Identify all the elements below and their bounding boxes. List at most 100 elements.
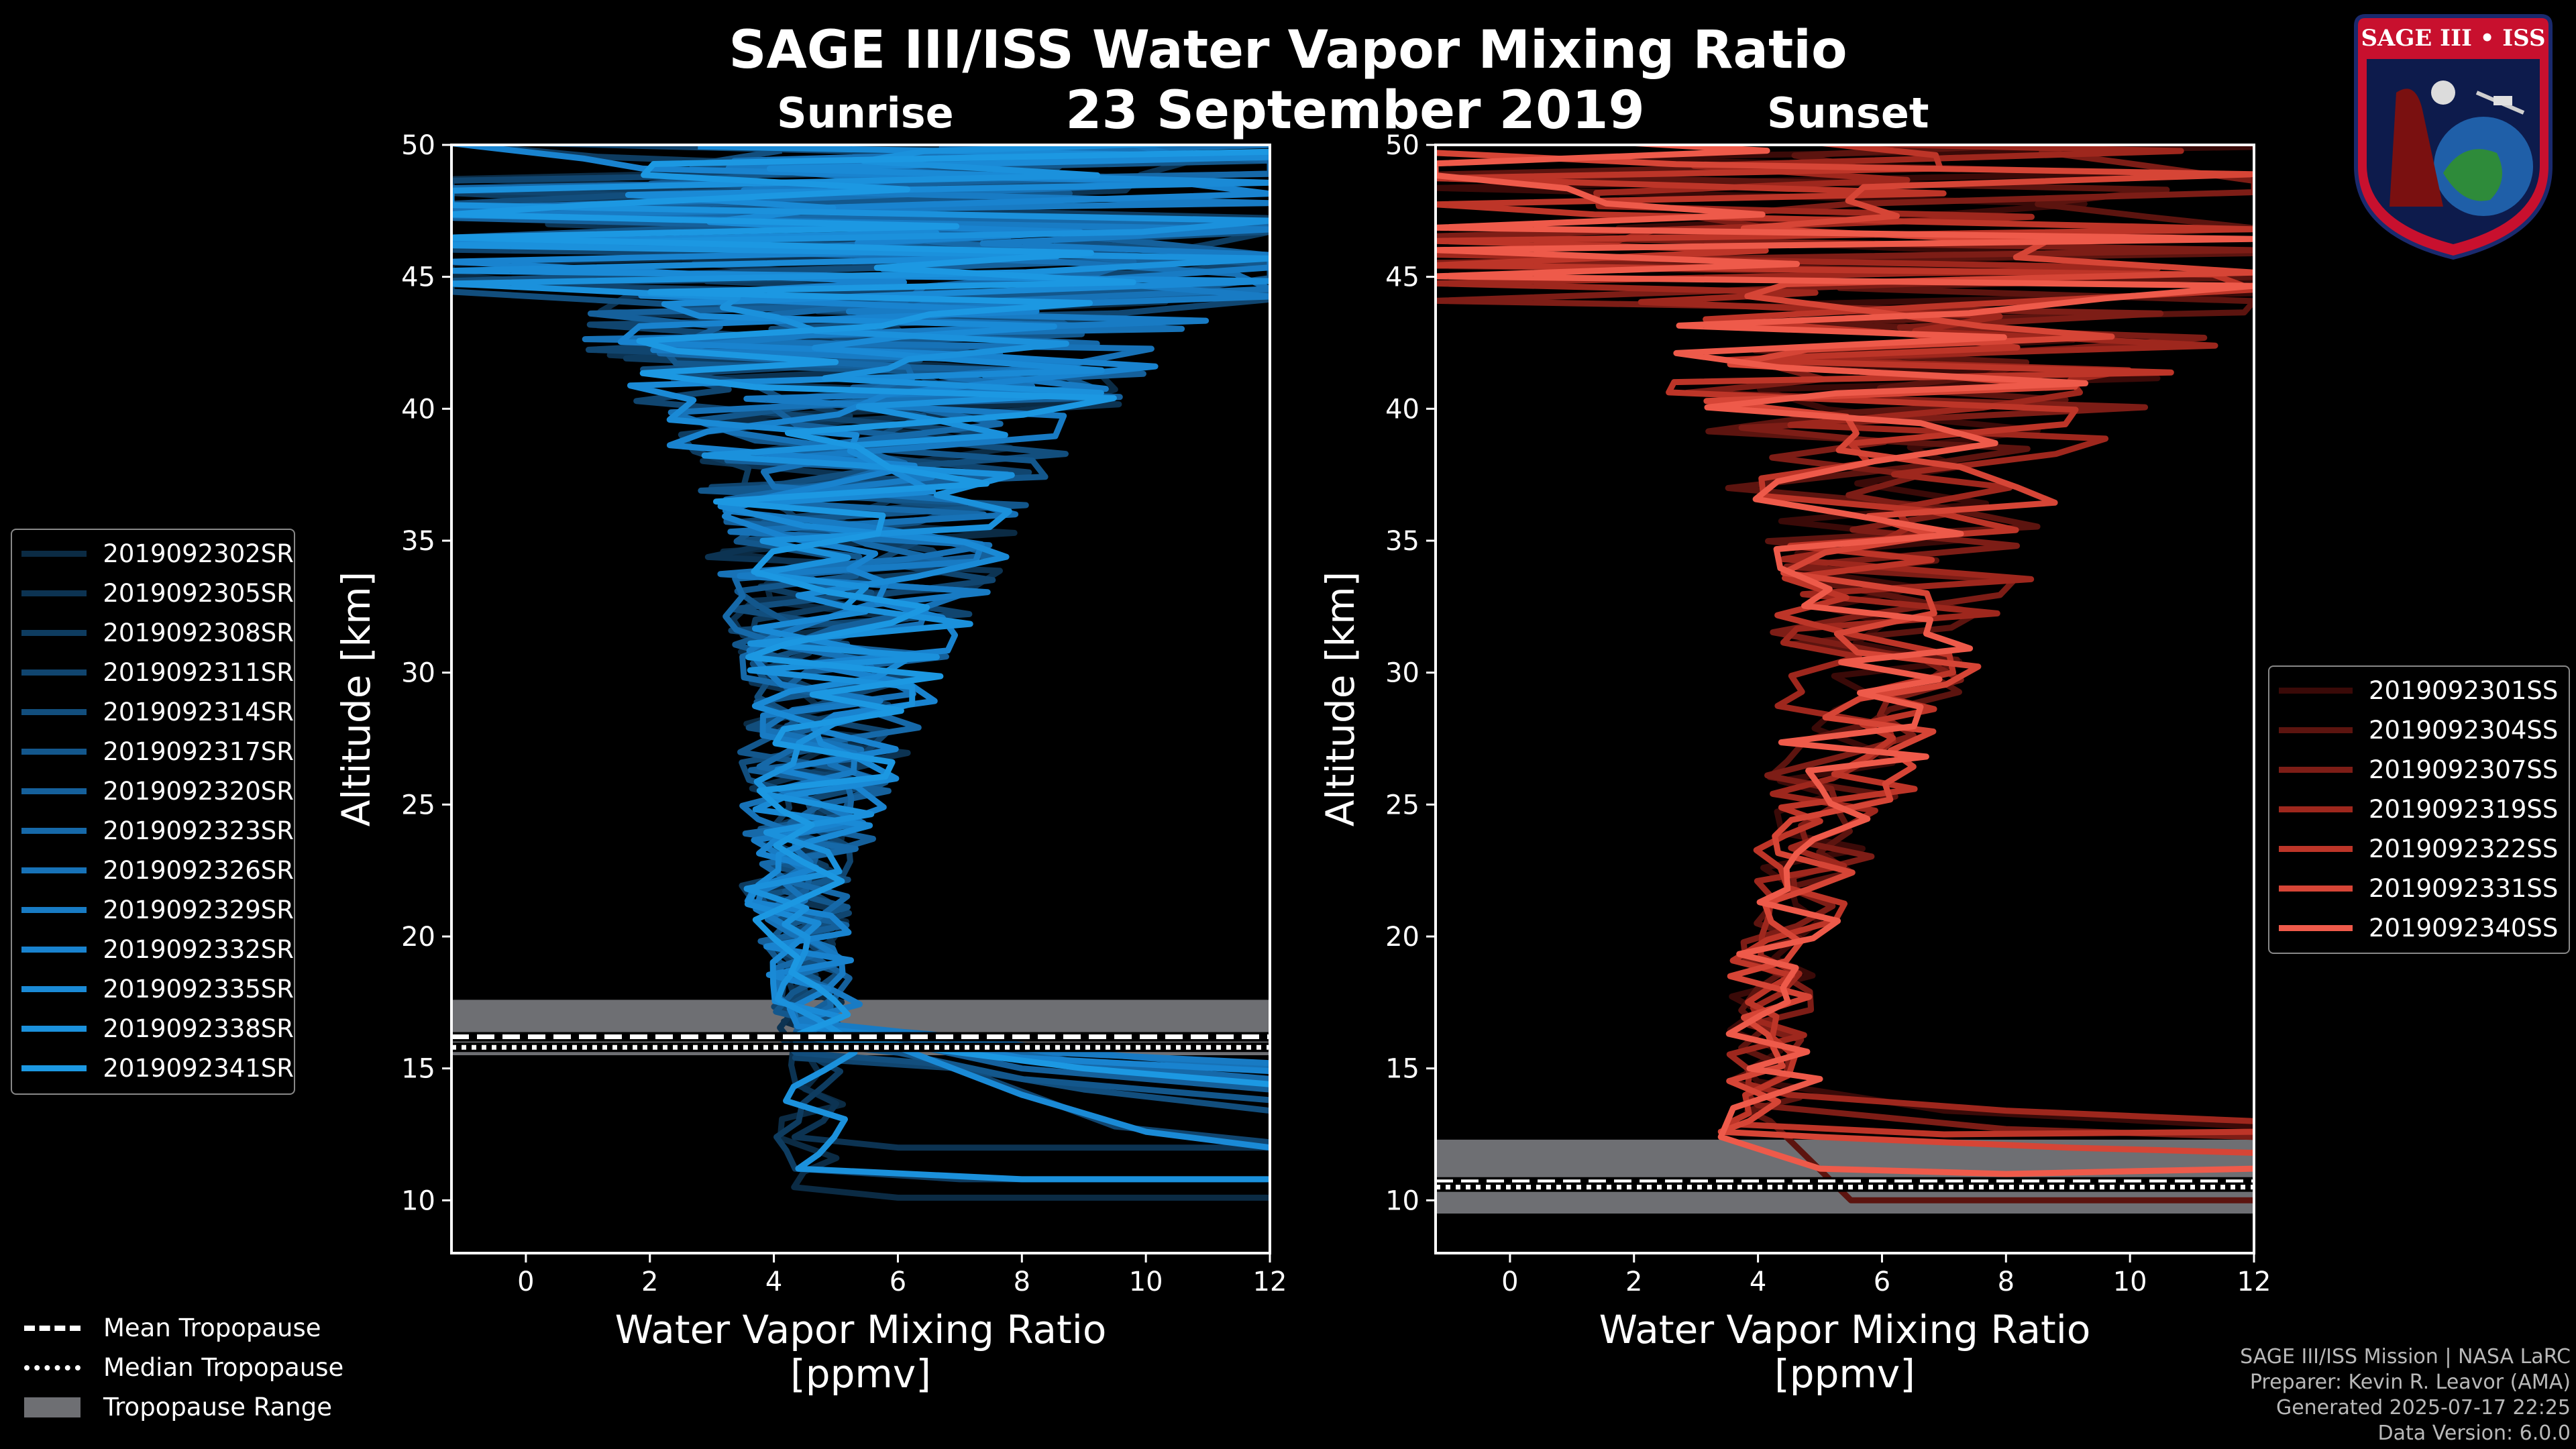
profile-line-2019092341SR: [451, 148, 1270, 1087]
footer-version: Data Version: 6.0.0: [2377, 1421, 2571, 1445]
x-tick-label: 4: [1750, 1267, 1766, 1297]
badge-text: SAGE III • ISS: [2361, 25, 2545, 52]
legend-item-2019092335SR: 2019092335SR: [12, 969, 294, 1009]
legend-swatch: [21, 709, 87, 715]
sunset-chart: 0 2 4 6 8 10 12 10 15 20 25 30 35 40 45 50 Water Vapor M…: [1318, 130, 2271, 1397]
legend-swatch: [21, 1026, 87, 1032]
x-tick-label: 0: [1501, 1267, 1518, 1297]
profile-lines: [451, 145, 1270, 1201]
legend-label: 2019092314SR: [103, 698, 294, 727]
y-tick-label: 45: [1385, 262, 1419, 293]
legend-swatch: [21, 590, 87, 596]
legend-swatch: [21, 907, 87, 913]
x-tick-label: 4: [765, 1267, 782, 1297]
legend-item-2019092338SR: 2019092338SR: [12, 1009, 294, 1049]
profile-lines: [1436, 145, 2254, 1203]
sunrise-legend: 2019092302SR 2019092305SR 2019092308SR 2019…: [11, 529, 295, 1095]
legend-label: 2019092307SS: [2369, 755, 2559, 784]
footer-credits: SAGE III/ISS Mission | NASA LaRC Prepare…: [2240, 1344, 2571, 1446]
legend-swatch: [2279, 925, 2353, 931]
profile-line-2019092332SR: [451, 145, 1270, 1075]
y-axis-label: Altitude [km]: [333, 572, 379, 826]
y-tick-label: 50: [1385, 130, 1419, 161]
legend-swatch: [21, 551, 87, 557]
y-tick-label: 25: [1385, 790, 1419, 820]
legend-label: 2019092329SR: [103, 896, 294, 924]
legend-swatch: [21, 947, 87, 953]
legend-swatch: [2279, 727, 2353, 733]
legend-range-label: Tropopause Range: [103, 1393, 333, 1421]
x-tick-label: 10: [2113, 1267, 2147, 1297]
legend-label: 2019092308SR: [103, 619, 294, 647]
legend-label: 2019092305SR: [103, 579, 294, 608]
legend-mean-label: Mean Tropopause: [103, 1313, 321, 1342]
legend-item-2019092332SR: 2019092332SR: [12, 930, 294, 969]
legend-item-2019092311SR: 2019092311SR: [12, 653, 294, 692]
y-tick-label: 15: [401, 1054, 435, 1085]
legend-label: 2019092335SR: [103, 975, 294, 1004]
legend-item-2019092319SS: 2019092319SS: [2269, 790, 2569, 829]
axes-frame: [1434, 144, 2255, 1254]
y-tick-label: 10: [1385, 1185, 1419, 1216]
legend-swatch: [21, 828, 87, 834]
footer-generated: Generated 2025-07-17 22:25: [2275, 1396, 2571, 1419]
legend-mean-tropopause: Mean Tropopause: [24, 1308, 343, 1348]
legend-label: 2019092332SR: [103, 935, 294, 964]
y-tick-label: 40: [401, 394, 435, 425]
legend-item-2019092304SS: 2019092304SS: [2269, 710, 2569, 750]
legend-item-2019092302SR: 2019092302SR: [12, 534, 294, 574]
x-axis-label: Water Vapor Mixing Ratio: [1599, 1307, 2091, 1352]
x-tick-label: 8: [1014, 1267, 1030, 1297]
legend-item-2019092301SS: 2019092301SS: [2269, 671, 2569, 710]
legend-swatch: [21, 986, 87, 992]
x-axis-unit: [ppmv]: [790, 1351, 931, 1397]
y-tick-label: 40: [1385, 394, 1419, 425]
x-tick-label: 8: [1998, 1267, 2015, 1297]
legend-label: 2019092323SR: [103, 816, 294, 845]
legend-label: 2019092341SR: [103, 1054, 294, 1083]
legend-swatch: [2279, 806, 2353, 812]
y-tick-label: 10: [401, 1185, 435, 1216]
dotted-line-icon: [24, 1364, 80, 1371]
legend-item-2019092329SR: 2019092329SR: [12, 890, 294, 930]
legend-item-2019092331SS: 2019092331SS: [2269, 869, 2569, 908]
y-tick-label: 45: [401, 262, 435, 293]
x-tick-label: 2: [1625, 1267, 1642, 1297]
range-patch-icon: [24, 1397, 80, 1417]
legend-item-2019092305SR: 2019092305SR: [12, 574, 294, 613]
legend-swatch: [21, 788, 87, 794]
legend-label: 2019092322SS: [2369, 835, 2559, 863]
legend-median-label: Median Tropopause: [103, 1353, 344, 1382]
legend-swatch: [2279, 688, 2353, 694]
x-tick-label: 6: [890, 1267, 906, 1297]
y-tick-label: 50: [401, 130, 435, 161]
sunset-panel-title: Sunset: [1767, 89, 1929, 138]
legend-item-2019092307SS: 2019092307SS: [2269, 750, 2569, 790]
profile-line-2019092338SR: [451, 145, 1270, 1183]
x-tick-label: 12: [2237, 1267, 2271, 1297]
figure-title: SAGE III/ISS Water Vapor Mixing Ratio: [729, 20, 1847, 80]
legend-median-tropopause: Median Tropopause: [24, 1348, 343, 1387]
legend-item-2019092320SR: 2019092320SR: [12, 771, 294, 811]
legend-tropopause-range: Tropopause Range: [24, 1387, 343, 1427]
legend-label: 2019092320SR: [103, 777, 294, 806]
legend-item-2019092308SR: 2019092308SR: [12, 613, 294, 653]
legend-label: 2019092326SR: [103, 856, 294, 885]
x-tick-label: 0: [517, 1267, 534, 1297]
legend-swatch: [21, 1065, 87, 1071]
footer-preparer: Preparer: Kevin R. Leavor (AMA): [2249, 1371, 2571, 1394]
legend-item-2019092340SS: 2019092340SS: [2269, 908, 2569, 948]
legend-item-2019092323SR: 2019092323SR: [12, 811, 294, 851]
x-tick-label: 10: [1129, 1267, 1163, 1297]
profile-line-2019092340SS: [1436, 145, 2254, 1177]
footer-mission: SAGE III/ISS Mission | NASA LaRC: [2240, 1345, 2571, 1368]
y-tick-label: 30: [1385, 658, 1419, 689]
legend-swatch: [2279, 885, 2353, 892]
legend-item-2019092317SR: 2019092317SR: [12, 732, 294, 771]
x-axis-label: Water Vapor Mixing Ratio: [615, 1307, 1107, 1352]
y-tick-label: 35: [401, 526, 435, 557]
legend-swatch: [2279, 767, 2353, 773]
y-tick-label: 35: [1385, 526, 1419, 557]
legend-label: 2019092302SR: [103, 539, 294, 568]
